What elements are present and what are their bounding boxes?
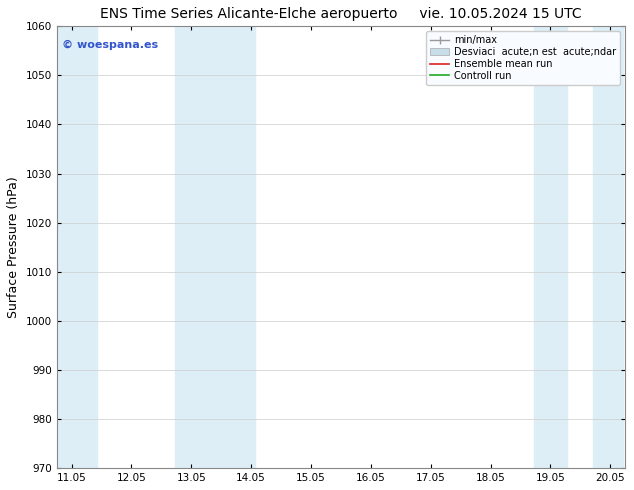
Title: ENS Time Series Alicante-Elche aeropuerto     vie. 10.05.2024 15 UTC: ENS Time Series Alicante-Elche aeropuert… <box>100 7 582 21</box>
Bar <box>534 26 567 468</box>
Bar <box>593 26 623 468</box>
Text: © woespana.es: © woespana.es <box>62 40 158 49</box>
Legend: min/max, Desviaci  acute;n est  acute;ndar, Ensemble mean run, Controll run: min/max, Desviaci acute;n est acute;ndar… <box>426 31 620 85</box>
Bar <box>56 26 97 468</box>
Y-axis label: Surface Pressure (hPa): Surface Pressure (hPa) <box>7 176 20 318</box>
Bar <box>174 26 256 468</box>
